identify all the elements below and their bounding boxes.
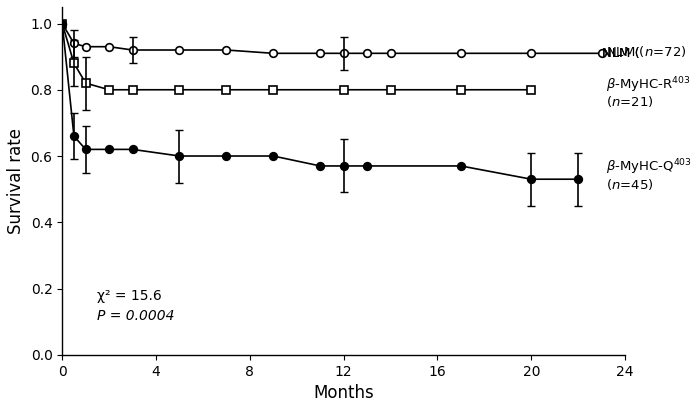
Text: NLM ($n$=72): NLM ($n$=72) [606, 44, 687, 59]
Text: NLM (: NLM ( [602, 47, 642, 60]
Text: P = 0.0004: P = 0.0004 [97, 309, 175, 323]
Text: χ² = 15.6: χ² = 15.6 [97, 289, 162, 303]
Text: $\beta$-MyHC-R$^{403}$: $\beta$-MyHC-R$^{403}$ [606, 75, 691, 94]
Text: ($n$=21): ($n$=21) [606, 94, 654, 109]
Text: ($n$=45): ($n$=45) [606, 177, 654, 192]
X-axis label: Months: Months [314, 384, 374, 402]
Y-axis label: Survival rate: Survival rate [7, 128, 25, 234]
Text: $\beta$-MyHC-Q$^{403}$: $\beta$-MyHC-Q$^{403}$ [606, 158, 692, 178]
Text: NLM (: NLM ( [602, 47, 642, 60]
